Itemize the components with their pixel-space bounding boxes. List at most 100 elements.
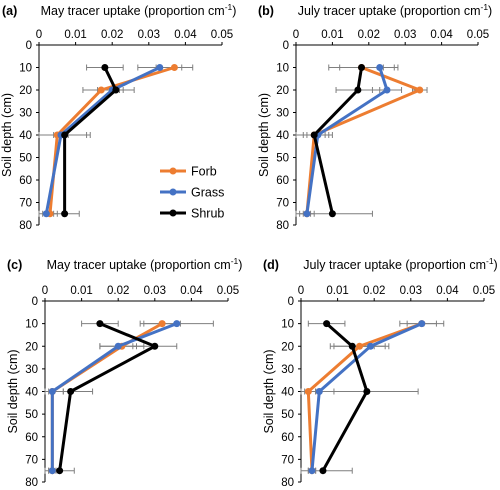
- data-point-shrub: [323, 320, 331, 328]
- chart-panel-2: (b) July tracer uptake (proportion cm-1) 0…: [257, 2, 492, 232]
- data-point-shrub: [151, 342, 159, 350]
- y-tick-label: 80: [25, 477, 38, 489]
- data-point-grass: [114, 342, 122, 350]
- legend-marker-forb: [169, 167, 177, 175]
- y-tick-label: 20: [19, 85, 32, 97]
- y-tick-label: 40: [19, 130, 32, 142]
- data-point-grass: [383, 86, 391, 94]
- y-tick-label: 70: [25, 454, 38, 466]
- y-tick-label: 70: [19, 198, 32, 210]
- data-point-shrub: [67, 388, 75, 395]
- x-tick-label: 0.03: [144, 285, 166, 297]
- x-tick-label: 0.05: [217, 285, 239, 297]
- y-tick-label: 80: [276, 220, 289, 232]
- data-point-forb: [356, 342, 364, 350]
- x-tick-label: 0.01: [64, 29, 86, 41]
- data-point-grass: [376, 64, 384, 71]
- chart-panel-4: (d) July tracer uptake (proportion cm-1) 0…: [262, 256, 498, 489]
- data-point-shrub: [61, 131, 69, 139]
- x-tick-label: 0.04: [180, 285, 203, 297]
- x-tick-label: 0: [293, 29, 299, 41]
- data-point-forb: [416, 86, 424, 94]
- y-axis-title: Soil depth (cm): [6, 349, 20, 433]
- y-tick-label: 20: [281, 341, 294, 353]
- y-tick-label: 10: [276, 63, 289, 75]
- data-point-grass: [308, 467, 316, 475]
- y-tick-label: 80: [281, 477, 294, 489]
- series-line-shrub: [58, 322, 157, 471]
- series-line-grass: [44, 66, 161, 215]
- data-point-shrub: [328, 210, 336, 218]
- x-tick-label: 0.01: [321, 29, 343, 41]
- data-point-grass: [173, 320, 181, 328]
- data-point-forb: [304, 388, 312, 395]
- chart-panel-3: (c) May tracer uptake (proportion cm-1)0 0…: [6, 256, 242, 489]
- y-tick-label: 10: [281, 319, 294, 331]
- x-tick-label: 0.05: [473, 285, 495, 297]
- series-line-forb: [306, 322, 423, 471]
- y-tick-label: 40: [25, 387, 38, 399]
- x-tick-label: 0.04: [174, 29, 197, 41]
- x-tick-label: 0.03: [138, 29, 160, 41]
- x-tick-label: 0.03: [400, 285, 422, 297]
- y-tick-label: 40: [276, 130, 289, 142]
- series-line-shrub: [321, 322, 369, 472]
- data-point-grass: [367, 342, 375, 350]
- data-point-grass: [42, 210, 50, 218]
- x-tick-label: 0.05: [211, 29, 233, 41]
- data-point-forb: [158, 320, 166, 328]
- x-tick-label: 0.03: [394, 29, 416, 41]
- data-point-grass: [418, 320, 426, 328]
- panel-label: (b): [258, 4, 274, 18]
- data-point-grass: [48, 388, 56, 395]
- x-tick-label: 0: [298, 285, 304, 297]
- y-tick-label: 30: [281, 364, 294, 376]
- y-tick-label: 10: [19, 63, 32, 75]
- y-axis-title: Soil depth (cm): [0, 93, 14, 177]
- y-tick-label: 50: [276, 153, 289, 165]
- y-tick-label: 80: [19, 220, 32, 232]
- data-point-grass: [156, 64, 164, 71]
- data-point-grass: [303, 210, 311, 218]
- panel-label: (d): [263, 258, 279, 272]
- y-tick-label: 20: [25, 341, 38, 353]
- chart-panel-1: (a) May tracer uptake (proportion cm-1)0 0…: [0, 2, 236, 232]
- y-tick-label: 50: [19, 153, 32, 165]
- series-line-grass: [305, 67, 389, 214]
- panel-title: May tracer uptake (proportion cm-1): [41, 2, 237, 18]
- data-point-shrub: [354, 86, 362, 94]
- data-point-grass: [48, 467, 56, 475]
- x-tick-label: 0.04: [436, 285, 459, 297]
- data-point-forb: [97, 86, 105, 94]
- x-tick-label: 0.01: [326, 285, 348, 297]
- series-line-grass: [310, 322, 423, 471]
- panel-title: July tracer uptake (proportion cm-1): [298, 2, 492, 18]
- y-tick-label: 50: [25, 409, 38, 421]
- x-tick-label: 0.04: [430, 29, 453, 41]
- y-tick-label: 30: [276, 108, 289, 120]
- series-line-grass: [50, 322, 178, 471]
- legend-label-grass: Grass: [191, 186, 224, 200]
- y-tick-label: 60: [276, 175, 289, 187]
- panel-label: (c): [7, 258, 22, 272]
- data-point-forb: [170, 64, 178, 71]
- y-tick-label: 0: [26, 40, 32, 52]
- legend: Forb Grass Shrub: [160, 165, 224, 221]
- x-tick-label: 0.02: [358, 29, 380, 41]
- legend-marker-shrub: [169, 209, 177, 217]
- y-tick-label: 60: [25, 432, 38, 444]
- y-tick-label: 30: [25, 364, 38, 376]
- y-tick-label: 40: [281, 387, 294, 399]
- y-tick-label: 60: [281, 432, 294, 444]
- data-point-shrub: [363, 388, 371, 395]
- x-tick-label: 0.01: [70, 285, 92, 297]
- y-axis-title: Soil depth (cm): [257, 93, 271, 177]
- y-tick-label: 0: [283, 40, 289, 52]
- x-tick-label: 0: [36, 29, 42, 41]
- y-tick-label: 30: [19, 108, 32, 120]
- series-line-shrub: [312, 67, 364, 215]
- data-point-shrub: [96, 320, 104, 328]
- x-tick-label: 0.05: [467, 29, 489, 41]
- y-tick-label: 0: [32, 296, 38, 308]
